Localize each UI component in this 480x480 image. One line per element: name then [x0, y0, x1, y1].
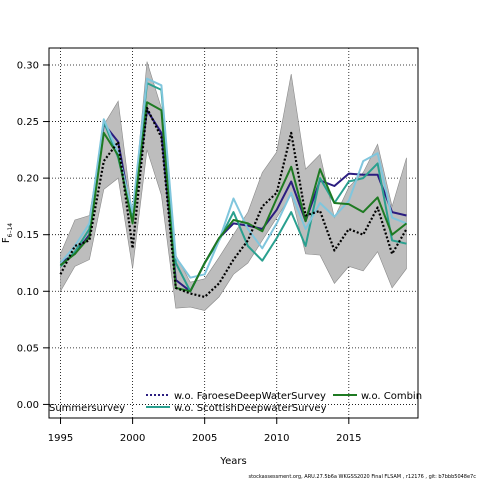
y-axis-title: F6–14 — [1, 223, 14, 243]
y-tick-label-4: 0.20 — [17, 174, 39, 185]
y-tick-label-0: 0.00 — [17, 400, 39, 411]
y-tick-label-3: 0.15 — [17, 230, 39, 241]
y-tick-label-6: 0.30 — [17, 60, 39, 71]
series-line-w-o-faroesedeepwatersurvey — [59, 109, 407, 293]
y-tick-label-2: 0.10 — [17, 287, 39, 298]
legend-label-scottish: w.o. ScottishDeepwaterSurvey — [174, 403, 327, 414]
series-line-w-o-combin — [59, 101, 408, 293]
series-line-light-blue-line — [59, 77, 407, 279]
legend: w.o. FaroeseDeepWaterSurvey w.o. Combin … — [49, 391, 422, 414]
x-axis-title: Years — [219, 456, 246, 467]
x-tick-label-2005: 2005 — [192, 433, 217, 444]
y-tick-label-5: 0.25 — [17, 117, 39, 128]
y-axis-title-main: F — [1, 237, 12, 243]
y-tick-label-1: 0.05 — [17, 343, 39, 354]
x-axis: 1995 2000 2005 2010 2015 — [48, 418, 362, 444]
x-tick-label-1995: 1995 — [48, 433, 73, 444]
series-lines — [59, 77, 408, 298]
x-tick-label-2015: 2015 — [336, 433, 361, 444]
y-axis-title-sub: 6–14 — [7, 223, 14, 238]
footer-note: stockassessment.org, ARU.27.5b6a WKGSS20… — [248, 474, 476, 480]
plot-frame — [48, 47, 419, 419]
legend-label-combin: w.o. Combin — [361, 391, 422, 402]
y-axis: 0.00 0.05 0.10 0.15 0.20 0.25 0.30 — [17, 60, 49, 411]
legend-label-faroese: w.o. FaroeseDeepWaterSurvey — [174, 391, 326, 402]
x-tick-label-2000: 2000 — [120, 433, 145, 444]
x-tick-label-2010: 2010 — [264, 433, 289, 444]
legend-label-summersurvey: Summersurvey — [49, 403, 125, 414]
svg-text:F6–14: F6–14 — [1, 223, 14, 243]
